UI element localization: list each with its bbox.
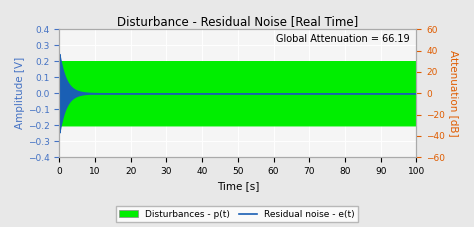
X-axis label: Time [s]: Time [s] xyxy=(217,182,259,192)
Text: Global Attenuation = 66.19: Global Attenuation = 66.19 xyxy=(275,34,409,44)
Y-axis label: Amplitude [V]: Amplitude [V] xyxy=(15,57,25,129)
Legend: Disturbances - p(t), Residual noise - e(t): Disturbances - p(t), Residual noise - e(… xyxy=(116,206,358,222)
Y-axis label: Attenuation [dB]: Attenuation [dB] xyxy=(449,50,459,137)
Title: Disturbance - Residual Noise [Real Time]: Disturbance - Residual Noise [Real Time] xyxy=(117,15,358,28)
